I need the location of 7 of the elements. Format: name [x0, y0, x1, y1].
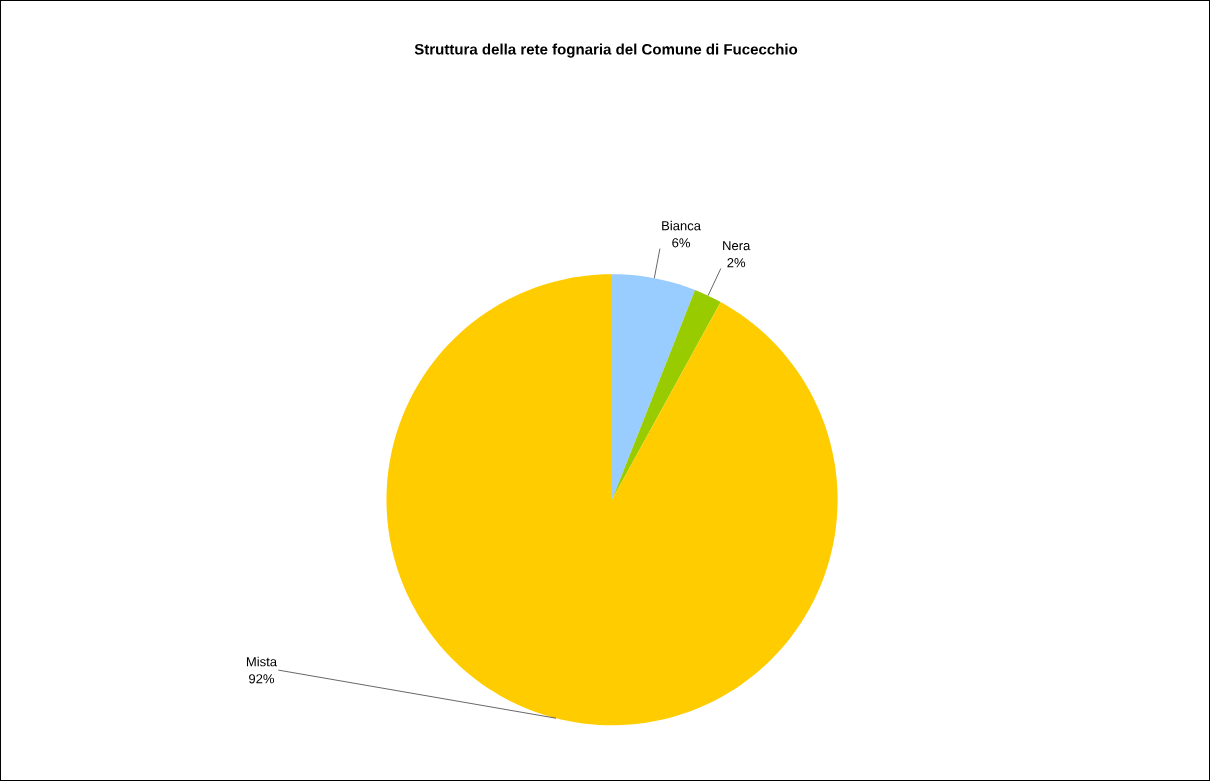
data-label: 92%	[249, 674, 275, 684]
slice-label: Mista	[246, 656, 278, 667]
data-label: 6%	[672, 238, 691, 248]
data-label: 2%	[727, 258, 746, 268]
slice-label: Nera	[723, 241, 751, 251]
slice-label: Bianca	[662, 220, 701, 231]
chart-title: Struttura della rete fognaria del Comune di Fucecchio	[414, 43, 798, 58]
